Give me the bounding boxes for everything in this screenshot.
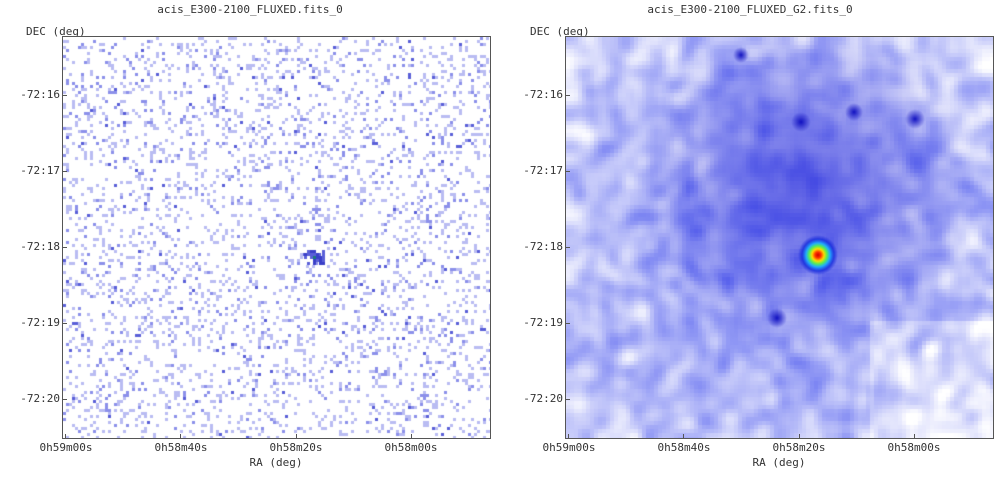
right-ytick-mark (565, 323, 570, 324)
right-ytick: -72:16 (523, 88, 563, 101)
right-xtick-mark (683, 434, 684, 439)
right-ytick-mark (565, 171, 570, 172)
right-ytick: -72:17 (523, 164, 563, 177)
right-xtick-mark (799, 434, 800, 439)
left-xtick-mark (296, 434, 297, 439)
left-image-title: acis_E300-2100_FLUXED.fits_0 (157, 3, 343, 16)
right-image-title: acis_E300-2100_FLUXED_G2.fits_0 (647, 3, 853, 16)
left-xtick-mark (65, 434, 66, 439)
left-ytick: -72:19 (20, 316, 60, 329)
right-ytick: -72:19 (523, 316, 563, 329)
right-xtick-mark (914, 434, 915, 439)
left-ytick-mark (62, 399, 67, 400)
right-ytick-mark (565, 247, 570, 248)
right-xtick: 0h58m00s (887, 441, 941, 454)
left-ytick-mark (62, 171, 67, 172)
left-xtick: 0h58m00s (384, 441, 438, 454)
right-ytick: -72:20 (523, 392, 563, 405)
left-ytick-mark (62, 323, 67, 324)
right-xtick: 0h59m00s (542, 441, 596, 454)
left-ytick: -72:20 (20, 392, 60, 405)
right-ytick-mark (565, 95, 570, 96)
left-ra-axis-label: RA (deg) (249, 456, 303, 469)
right-xtick: 0h58m40s (657, 441, 711, 454)
left-ytick-mark (62, 247, 67, 248)
left-xtick: 0h58m40s (154, 441, 208, 454)
left-image-panel: acis_E300-2100_FLUXED.fits_0 DEC (deg) -… (20, 3, 491, 469)
left-dec-axis-label: DEC (deg) (26, 25, 86, 38)
left-ytick: -72:17 (20, 164, 60, 177)
left-image-canvas[interactable] (62, 36, 491, 439)
left-xtick: 0h58m20s (269, 441, 323, 454)
right-image-canvas[interactable] (565, 36, 994, 439)
right-ytick-mark (565, 399, 570, 400)
left-xtick-mark (180, 434, 181, 439)
right-xtick-mark (568, 434, 569, 439)
right-dec-axis-label: DEC (deg) (530, 25, 590, 38)
right-xtick: 0h58m20s (772, 441, 826, 454)
left-ytick-mark (62, 95, 67, 96)
left-ytick: -72:18 (20, 240, 60, 253)
left-ytick: -72:16 (20, 88, 60, 101)
right-image-panel: acis_E300-2100_FLUXED_G2.fits_0 DEC (deg… (500, 0, 1000, 478)
left-xtick-mark (411, 434, 412, 439)
right-ytick: -72:18 (523, 240, 563, 253)
right-ra-axis-label: RA (deg) (752, 456, 806, 469)
left-xtick: 0h59m00s (39, 441, 93, 454)
